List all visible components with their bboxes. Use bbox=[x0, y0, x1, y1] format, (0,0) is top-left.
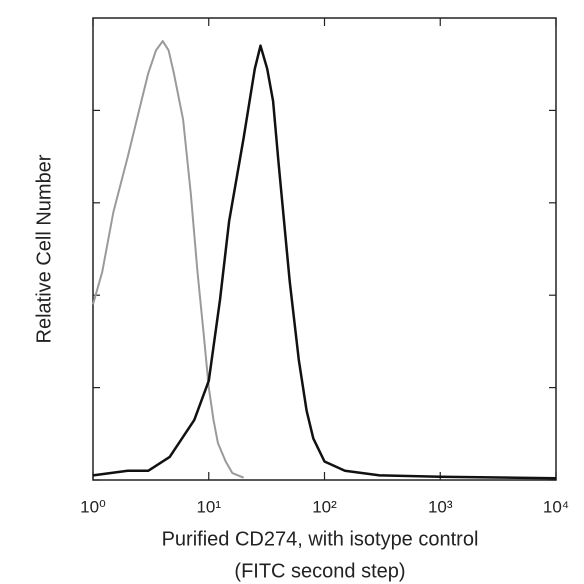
x-tick-label: 10⁴ bbox=[543, 497, 569, 516]
y-axis-title: Relative Cell Number bbox=[33, 154, 55, 343]
x-tick-label: 10³ bbox=[428, 497, 453, 516]
histogram-line bbox=[92, 44, 557, 480]
x-axis-title: Purified CD274, with isotype control bbox=[162, 528, 479, 550]
x-tick-label: 10⁰ bbox=[80, 497, 106, 516]
x-tick-label: 10¹ bbox=[196, 497, 221, 516]
x-axis-title: (FITC second step) bbox=[234, 560, 405, 582]
x-tick-label: 10² bbox=[312, 497, 337, 516]
plot-frame bbox=[92, 17, 557, 481]
histogram-line bbox=[92, 40, 244, 479]
